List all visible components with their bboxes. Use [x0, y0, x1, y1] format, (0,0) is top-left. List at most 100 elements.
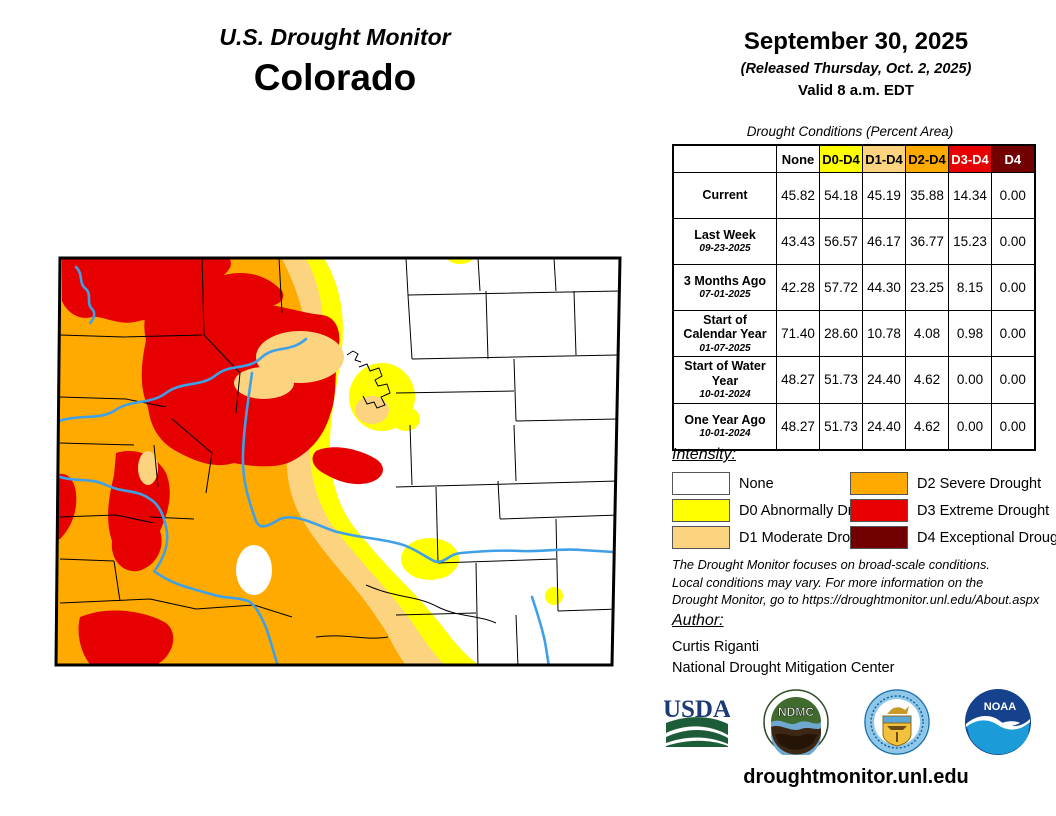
table-row: 3 Months Ago 07-01-2025 42.28 57.72 44.30… [672, 264, 1035, 311]
legend-item-d1: D1 Moderate Drought [672, 526, 878, 549]
author-name: Curtis Riganti [672, 639, 760, 655]
value-cell: 4.62 [905, 402, 949, 450]
value-cell: 51.73 [819, 402, 863, 450]
usda-logo: USDA [664, 696, 730, 747]
value-cell: 4.62 [905, 356, 949, 404]
legend-item-none: None [672, 472, 836, 495]
author-org: National Drought Mitigation Center [672, 660, 895, 676]
table-caption: Drought Conditions (Percent Area) [746, 124, 954, 139]
date-block: September 30, 2025 (Released Thursday, O… [660, 28, 1052, 99]
logo-row: USDA NDMC NOAA [664, 688, 1032, 756]
value-cell: 0.00 [991, 264, 1035, 311]
value-cell: 44.30 [862, 264, 906, 311]
value-cell: 10.78 [862, 309, 906, 358]
legend-item-d4: D4 Exceptional Drought [850, 526, 1056, 549]
author-block: Author: Curtis Riganti National Drought … [672, 612, 894, 676]
value-cell: 0.00 [991, 356, 1035, 404]
table-corner-cell [673, 145, 777, 173]
map-date: September 30, 2025 [743, 28, 969, 55]
row-date: 07-01-2025 [699, 289, 751, 301]
value-cell: 28.60 [819, 309, 863, 358]
none-pocket [236, 545, 272, 595]
table-row: Start of Calendar Year 01-07-2025 71.40 2… [672, 309, 1035, 358]
ndmc-logo: NDMC [763, 689, 830, 755]
row-date: 09-23-2025 [699, 243, 751, 255]
valid-time: Valid 8 a.m. EDT [798, 82, 914, 99]
rivers [56, 265, 616, 665]
value-cell: 48.27 [776, 402, 820, 450]
table-row: One Year Ago 10-01-2024 48.27 51.73 24.40… [672, 402, 1035, 450]
legend-item-d0: D0 Abnormally Dry [672, 499, 860, 522]
d1-swatch [672, 526, 730, 549]
value-cell: 23.25 [905, 264, 949, 311]
table-header-row: None D0-D4 D1-D4 D2-D4 D3-D4 D4 [673, 144, 1035, 173]
row-label: One Year Ago [684, 412, 766, 427]
gunnison-river [56, 473, 169, 571]
intensity-legend: Intensity: None D0 Abnormally Dry D1 Mod… [672, 446, 1056, 549]
denver-city-boundary [346, 350, 391, 409]
commerce-seal [863, 689, 930, 755]
value-cell: 56.57 [819, 218, 863, 265]
table-row: Start of Water Year 10-01-2024 48.27 51.7… [672, 356, 1035, 404]
value-cell: 42.28 [776, 264, 820, 311]
value-cell: 4.08 [905, 309, 949, 358]
ndmc-logo-text: NDMC [778, 705, 814, 719]
col-header-d1: D1-D4 [862, 144, 906, 173]
value-cell: 0.00 [948, 402, 992, 450]
colorado-drought-map [54, 256, 622, 667]
county-lines [59, 258, 620, 665]
legend-heading: Intensity: [672, 446, 737, 463]
state-border [54, 256, 622, 667]
value-cell: 45.82 [776, 172, 820, 219]
value-cell: 57.72 [819, 264, 863, 311]
col-header-none: None [776, 144, 820, 173]
col-header-d3: D3-D4 [948, 144, 992, 173]
row-label: Start of Water Year [684, 359, 766, 388]
noaa-logo-text: NOAA [984, 701, 1016, 713]
value-cell: 0.98 [948, 309, 992, 358]
author-heading: Author: [672, 612, 724, 629]
row-date: 10-01-2024 [699, 427, 751, 439]
legend-item-d2: D2 Severe Drought [850, 472, 1056, 495]
value-cell: 71.40 [776, 309, 820, 358]
d3-swatch [850, 499, 908, 522]
value-cell: 43.43 [776, 218, 820, 265]
table-row: Current 45.82 54.18 45.19 35.88 14.34 0.… [672, 172, 1035, 219]
disclaimer-text: The Drought Monitor focuses on broad-sca… [672, 557, 1040, 608]
legend-item-d3: D3 Extreme Drought [850, 499, 1056, 522]
row-label: Start of Calendar Year [683, 313, 767, 342]
row-label: 3 Months Ago [683, 274, 767, 289]
col-header-d4: D4 [991, 144, 1035, 173]
d0-swatch [672, 499, 730, 522]
value-cell: 46.17 [862, 218, 906, 265]
noaa-logo: NOAA [964, 689, 1031, 755]
value-cell: 35.88 [905, 172, 949, 219]
row-label: Current [702, 187, 748, 202]
value-cell: 48.27 [776, 356, 820, 404]
value-cell: 24.40 [862, 402, 906, 450]
value-cell: 15.23 [948, 218, 992, 265]
col-header-d2: D2-D4 [905, 144, 949, 173]
purgatoire-river [530, 595, 551, 665]
value-cell: 0.00 [948, 356, 992, 404]
row-label: Last Week [694, 228, 756, 243]
value-cell: 14.34 [948, 172, 992, 219]
value-cell: 45.19 [862, 172, 906, 219]
value-cell: 0.00 [991, 309, 1035, 358]
none-swatch [672, 472, 730, 495]
site-url: droughtmonitor.unl.edu [743, 766, 969, 788]
value-cell: 51.73 [819, 356, 863, 404]
value-cell: 8.15 [948, 264, 992, 311]
value-cell: 54.18 [819, 172, 863, 219]
report-title-line1: U.S. Drought Monitor [219, 24, 451, 50]
yampa-river [74, 265, 96, 325]
value-cell: 36.77 [905, 218, 949, 265]
table-row: Last Week 09-23-2025 43.43 56.57 46.17 36… [672, 218, 1035, 265]
d4-swatch [850, 526, 908, 549]
arkansas-river [241, 371, 616, 564]
drought-conditions-table: None D0-D4 D1-D4 D2-D4 D3-D4 D4 Current … [672, 144, 1036, 451]
value-cell: 0.00 [991, 402, 1035, 450]
report-title: U.S. Drought Monitor Colorado [40, 24, 630, 99]
row-date: 01-07-2025 [699, 342, 751, 354]
value-cell: 0.00 [991, 172, 1035, 219]
